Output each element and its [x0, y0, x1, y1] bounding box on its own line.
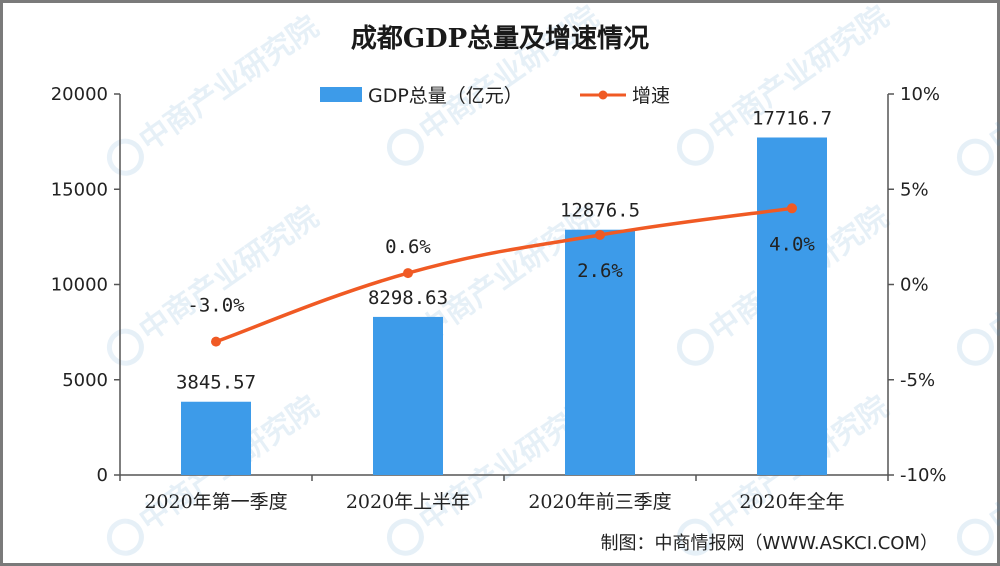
growth-point	[403, 268, 413, 279]
growth-data-label: -3.0%	[187, 295, 245, 317]
watermark: 中商产业研究院	[956, 9, 1000, 176]
legend-label-gdp: GDP总量（亿元）	[368, 85, 523, 107]
gdp-bar	[373, 316, 443, 475]
bar-series	[181, 137, 827, 475]
gdp-data-label: 3845.57	[176, 372, 256, 394]
y-left-tick-label: 0	[97, 465, 108, 486]
watermark: 中商产业研究院	[106, 9, 325, 176]
y-right-tick-label: 0%	[900, 275, 929, 296]
gdp-bar	[181, 401, 251, 475]
growth-point	[787, 203, 797, 214]
legend: GDP总量（亿元） 增速	[320, 85, 670, 107]
svg-text:中商产业研究院: 中商产业研究院	[983, 199, 1000, 348]
y-left-tick-label: 20000	[51, 84, 108, 105]
y-right-tick-label: 10%	[900, 84, 940, 105]
gdp-bar	[565, 229, 635, 475]
legend-label-growth: 增速	[632, 85, 670, 107]
growth-data-label: 2.6%	[577, 260, 623, 282]
growth-data-label: 4.0%	[769, 233, 815, 255]
data-labels: 3845.57 8298.63 12876.5 17716.7 -3.0% 0.6% 2.6…	[176, 107, 832, 393]
legend-marker-growth	[598, 90, 608, 100]
gdp-data-label: 17716.7	[752, 107, 832, 129]
watermark: 中商产业研究院	[956, 389, 1000, 556]
y-right-tick-label: 5%	[900, 179, 929, 200]
x-category-label: 2020年上半年	[346, 491, 470, 513]
gdp-data-label: 12876.5	[560, 200, 640, 222]
svg-text:中商产业研究院: 中商产业研究院	[413, 0, 605, 149]
svg-text:中商产业研究院: 中商产业研究院	[133, 199, 325, 348]
y-right-tick-label: -5%	[900, 370, 935, 391]
growth-point	[211, 336, 221, 347]
growth-line	[215, 206, 793, 344]
y-left-tick-label: 10000	[51, 275, 108, 296]
watermark: 中商产业研究院	[956, 199, 1000, 366]
y-right-tick-label: -10%	[900, 465, 947, 486]
growth-data-label: 0.6%	[385, 236, 431, 258]
axes: 0 5000 10000 15000 20000 -10% -5% 0% 5% 10% 2020年第…	[51, 84, 947, 513]
chart-title: 成都GDP总量及增速情况	[351, 23, 649, 54]
legend-swatch-gdp	[320, 87, 362, 102]
svg-text:中商产业研究院: 中商产业研究院	[983, 9, 1000, 158]
x-category-label: 2020年前三季度	[528, 491, 671, 513]
gdp-bar	[757, 137, 827, 475]
source-credit: 制图：中商情报网（WWW.ASKCI.COM）	[601, 533, 938, 554]
gdp-data-label: 8298.63	[368, 287, 448, 309]
x-category-label: 2020年全年	[739, 491, 844, 513]
svg-text:中商产业研究院: 中商产业研究院	[983, 389, 1000, 538]
growth-line-series	[211, 203, 797, 347]
y-left-tick-label: 15000	[51, 179, 108, 200]
x-category-label: 2020年第一季度	[144, 491, 287, 513]
svg-text:中商产业研究院: 中商产业研究院	[133, 9, 325, 158]
growth-point	[595, 229, 605, 240]
y-left-tick-label: 5000	[62, 370, 108, 391]
